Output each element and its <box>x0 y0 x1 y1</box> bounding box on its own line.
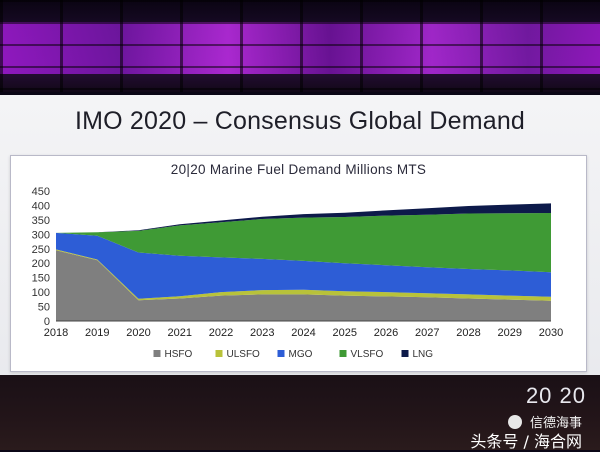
series-area-vlsfo <box>56 213 551 273</box>
y-tick-label: 450 <box>32 186 50 198</box>
y-tick-label: 400 <box>32 200 50 212</box>
legend-label-vlsfo: VLSFO <box>351 349 384 360</box>
chart-panel: 20|20 Marine Fuel Demand Millions MTS 0 5… <box>10 155 587 372</box>
watermark-top: 信德海事 <box>507 412 582 431</box>
watermark-top-label: 信德海事 <box>529 416 582 431</box>
series-area-ulsfo <box>56 249 551 301</box>
x-tick-label: 2030 <box>539 327 563 339</box>
x-tick-label: 2028 <box>456 327 480 339</box>
watermark-bottom: 头条号 / 海合网 <box>470 432 582 451</box>
x-tick-label: 2022 <box>209 327 233 339</box>
truss-horizontal-bars <box>0 0 600 92</box>
y-tick-label: 150 <box>32 273 50 285</box>
y-tick-label: 250 <box>32 244 50 256</box>
brand-logo-text: 20 20 <box>525 383 586 408</box>
x-tick-label: 2021 <box>168 327 192 339</box>
y-tick-label: 300 <box>32 229 50 241</box>
y-tick-label: 350 <box>32 215 50 227</box>
legend-swatch-ulsfo <box>215 350 223 357</box>
x-tick-label: 2026 <box>374 327 398 339</box>
wechat-icon <box>507 415 522 429</box>
legend-label-ulsfo: ULSFO <box>227 349 261 360</box>
y-tick-label: 50 <box>38 302 50 314</box>
legend-swatch-vlsfo <box>339 350 347 357</box>
slide-title: IMO 2020 – Consensus Global Demand <box>74 107 526 135</box>
stage-bottom: 20 20 信德海事 头条号 / 海合网 <box>0 375 600 451</box>
legend-swatch-lng <box>401 350 409 357</box>
x-tick-label: 2027 <box>415 327 439 339</box>
series-area-hsfo <box>56 250 551 321</box>
y-tick-label: 200 <box>32 258 50 270</box>
legend-swatch-mgo <box>277 350 285 357</box>
x-tick-label: 2019 <box>85 327 109 339</box>
x-tick-label: 2029 <box>498 327 522 339</box>
legend-swatch-hsfo <box>153 350 161 357</box>
series-area-mgo <box>56 232 551 299</box>
chart-title: 20|20 Marine Fuel Demand Millions MTS <box>170 162 427 177</box>
projector-screen: IMO 2020 – Consensus Global Demand 20|20… <box>0 95 600 375</box>
y-tick-label: 100 <box>32 287 50 299</box>
x-tick-label: 2020 <box>126 327 150 339</box>
x-tick-label: 2023 <box>250 327 274 339</box>
legend-label-lng: LNG <box>413 349 434 360</box>
y-tick-label: 0 <box>44 316 50 328</box>
stage-truss-lights <box>0 0 600 92</box>
legend-label-mgo: MGO <box>289 349 313 360</box>
x-tick-label: 2018 <box>44 327 68 339</box>
x-tick-label: 2024 <box>291 327 315 339</box>
series-area-lng <box>56 203 551 233</box>
legend-label-hsfo: HSFO <box>165 349 193 360</box>
x-tick-label: 2025 <box>333 327 357 339</box>
stacked-area-chart: 0 50 100 150 200 250 300 350 400 450 2018 2019 2020 2… <box>32 186 564 360</box>
